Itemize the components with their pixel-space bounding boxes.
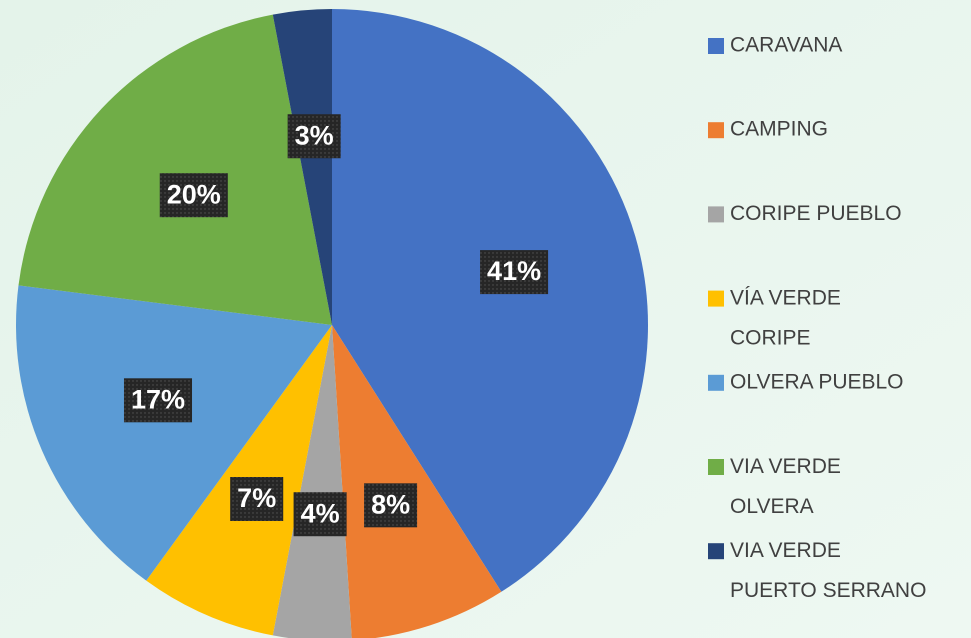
pie-slice [332, 325, 502, 638]
pie-slice [15, 285, 332, 581]
data-label: 8% [371, 489, 410, 519]
legend-label: CAMPING [730, 118, 828, 141]
data-label: 7% [237, 483, 276, 513]
legend-swatch [708, 459, 724, 475]
pie-slice [18, 14, 332, 325]
legend-label: VIA VERDE OLVERA [730, 455, 841, 518]
legend-label: OLVERA PUEBLO [730, 370, 904, 393]
pie-slice [272, 325, 352, 638]
legend: CARAVANA CAMPING CORIPE PUEBLO VÍA VERDE COR… [708, 34, 926, 602]
legend-label: VÍA VERDE CORIPE [730, 286, 841, 349]
data-label-box [123, 378, 193, 423]
legend-swatch [708, 543, 724, 560]
legend-swatch [708, 38, 724, 54]
legend-label: VIA VERDE PUERTO SERRANO [730, 539, 926, 602]
data-label: 4% [301, 498, 340, 528]
legend-swatch [708, 374, 724, 391]
data-label-box [364, 483, 418, 528]
data-label: 20% [167, 179, 221, 209]
pie [15, 9, 648, 638]
data-label-box [293, 492, 347, 537]
legend-swatch [708, 290, 724, 307]
legend-label: CORIPE PUEBLO [730, 202, 902, 225]
data-label: 17% [131, 384, 185, 414]
data-label-box [230, 477, 284, 522]
pie-slice [272, 9, 332, 325]
legend-swatch [708, 206, 724, 223]
legend-swatch [708, 122, 724, 139]
pie-slice [332, 9, 648, 592]
data-label-box [287, 114, 341, 159]
legend-label: CARAVANA [730, 34, 842, 57]
data-label: 41% [487, 256, 541, 286]
data-label-box [480, 250, 549, 295]
data-label: 3% [295, 120, 334, 150]
data-labels: 41% 8% 4% 7% 17% 20% 3% [123, 114, 549, 537]
data-label-box [159, 173, 228, 218]
